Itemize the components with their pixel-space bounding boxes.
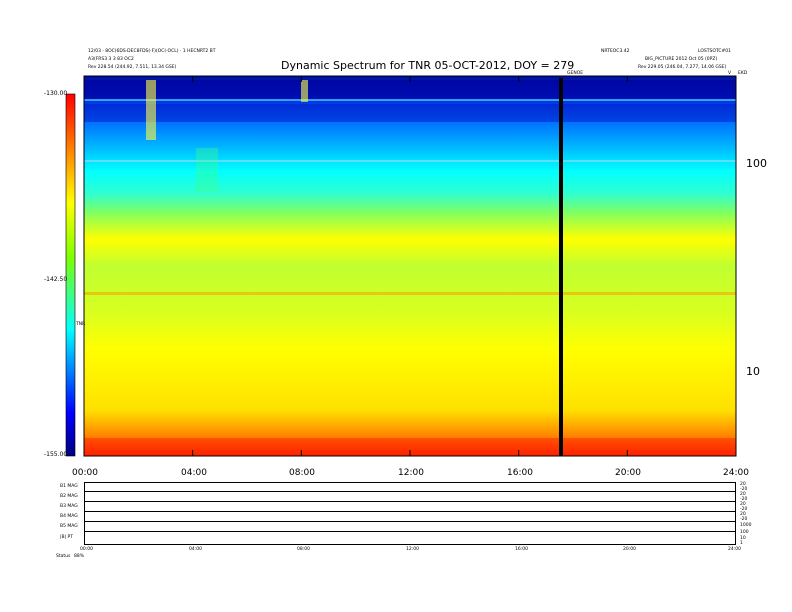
sub-right-tick: 10 xyxy=(740,536,746,541)
y-tick-100: 100 xyxy=(746,157,767,170)
bright-line-1 xyxy=(84,99,736,101)
x-tick-16: 16:00 xyxy=(507,468,533,478)
dark-band-mid xyxy=(84,104,736,122)
x-tick-12: 12:00 xyxy=(398,468,424,478)
header-info-right-2: BIG_PICTURE 2012 Oct 05 (0PZ) xyxy=(645,57,718,62)
x-tick-04: 04:00 xyxy=(181,468,207,478)
spectrogram-plot xyxy=(84,76,736,456)
header-info-right-b: LOSTSOTC#01 xyxy=(698,49,732,54)
sub-panel-divider xyxy=(84,501,736,502)
header-info-right-a: NRTEOC3.42 xyxy=(601,49,630,54)
sub-right-tick: 1000 xyxy=(740,523,752,528)
burst-2 xyxy=(301,80,308,102)
sub-row-label-3: B3 MAG xyxy=(60,504,78,509)
x-tick-00: 00:00 xyxy=(72,468,98,478)
status-label: Status xyxy=(56,554,71,559)
corner-mark-v: V xyxy=(728,71,732,76)
colorbar-tick-mid: -142.50 xyxy=(44,276,68,283)
sub-right-tick: 20 xyxy=(740,492,746,497)
sub-x-tick: 00:00 xyxy=(80,547,93,552)
sub-x-tick: 20:00 xyxy=(623,547,636,552)
header-info-left-2: A3(FRS3 3 3 83 OC2 xyxy=(88,57,134,62)
sub-row-label-2: B2 MAG xyxy=(60,494,78,499)
sub-panel-frame xyxy=(84,482,736,545)
status-value: 88% xyxy=(74,554,85,559)
sub-row-label-1: B1 MAG xyxy=(60,484,78,489)
sub-x-tick: 24:00 xyxy=(728,547,741,552)
header-info-left-3: Rev 228.54 (244.92, 7.511, 13.34 GSE) xyxy=(88,65,177,70)
y-tick-10: 10 xyxy=(746,365,760,378)
red-floor xyxy=(84,438,736,456)
sub-panel-divider xyxy=(84,521,736,522)
chart-title: Dynamic Spectrum for TNR 05-OCT-2012, DO… xyxy=(281,59,575,72)
sub-right-tick: 20 xyxy=(740,482,746,487)
x-tick-marks xyxy=(83,76,737,456)
sub-x-tick: 16:00 xyxy=(515,547,528,552)
x-tick-08: 08:00 xyxy=(289,468,315,478)
bright-line-2 xyxy=(84,160,736,162)
x-tick-24: 24:00 xyxy=(723,468,749,478)
header-info-right-3: Rev 229.05 (246.04, 7.277, 14.06 GSE) xyxy=(638,65,727,70)
sub-right-tick: 1 xyxy=(740,541,743,546)
sub-row-label-4: B4 MAG xyxy=(60,514,78,519)
colorbar-tick-bottom: -155.00 xyxy=(44,451,68,458)
dark-band-top xyxy=(84,80,736,100)
sub-row-label-5: B5 MAG xyxy=(60,524,78,529)
colorbar-label: TNR xyxy=(76,322,86,327)
sub-row-label-6: |B| PT xyxy=(60,535,74,540)
sub-right-tick: -20 xyxy=(740,507,748,512)
sub-x-tick: 08:00 xyxy=(297,547,310,552)
x-tick-20: 20:00 xyxy=(615,468,641,478)
data-gap-band xyxy=(559,78,563,456)
sub-panel-divider xyxy=(84,491,736,492)
colorbar-tick-top: -130.00 xyxy=(44,90,68,97)
sub-right-tick: 20 xyxy=(740,502,746,507)
burst-patch xyxy=(196,148,218,192)
sub-right-tick: -20 xyxy=(740,497,748,502)
sub-right-tick: -20 xyxy=(740,487,748,492)
colorbar xyxy=(65,93,76,457)
sub-right-tick: 100 xyxy=(740,530,749,535)
sub-right-tick: -20 xyxy=(740,517,748,522)
sub-panel-divider xyxy=(84,531,736,532)
burst-1 xyxy=(146,80,156,140)
gap-marker-label: GENOE xyxy=(567,71,584,76)
corner-mark: EKD xyxy=(738,71,748,76)
sub-x-tick: 12:00 xyxy=(406,547,419,552)
sub-right-tick: 20 xyxy=(740,512,746,517)
header-info-left-1: 12/03 · 8OC(6DS·DEC8FDS(·F)(OC(·OCL) · 1… xyxy=(88,49,216,54)
sub-panel-divider xyxy=(84,511,736,512)
red-ridge xyxy=(84,292,736,295)
sub-x-tick: 04:00 xyxy=(189,547,202,552)
